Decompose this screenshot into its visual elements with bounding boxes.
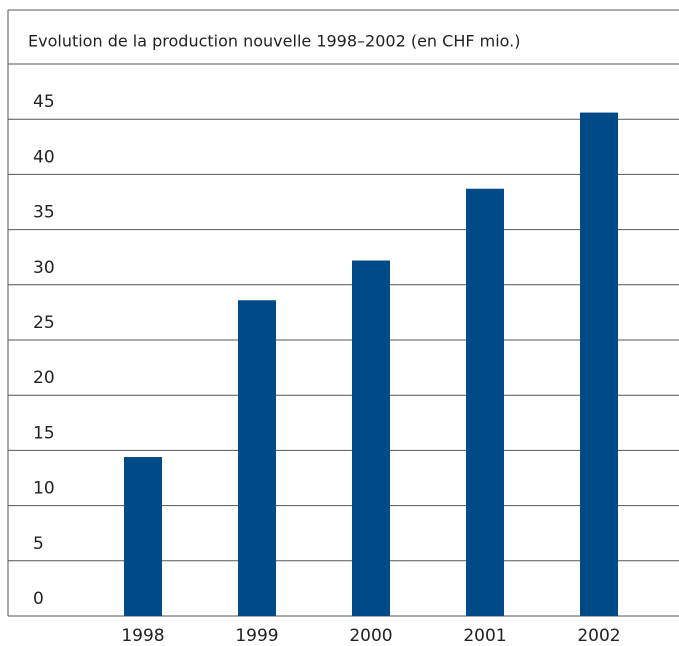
x-tick-label: 2001 — [463, 626, 506, 646]
y-tick-label: 10 — [33, 479, 55, 499]
y-tick-label: 35 — [33, 203, 55, 223]
bar — [580, 112, 618, 617]
y-tick-label: 45 — [33, 92, 55, 112]
y-tick-label: 30 — [33, 258, 55, 278]
y-tick-label: 15 — [33, 423, 55, 443]
y-tick-label: 20 — [33, 368, 55, 388]
y-tick-label: 40 — [33, 147, 55, 167]
y-tick-label: 0 — [33, 589, 44, 609]
bar — [238, 300, 276, 616]
x-tick-label: 1999 — [235, 626, 278, 646]
bar — [124, 457, 162, 616]
x-tick-label: 2002 — [577, 626, 620, 646]
x-tick-label: 2000 — [349, 626, 392, 646]
bar — [466, 188, 504, 616]
x-tick-label: 1998 — [121, 626, 164, 646]
bar — [352, 260, 390, 616]
y-tick-label: 5 — [33, 534, 44, 554]
chart-title: Evolution de la production nouvelle 1998… — [28, 32, 521, 51]
y-tick-label: 25 — [33, 313, 55, 333]
